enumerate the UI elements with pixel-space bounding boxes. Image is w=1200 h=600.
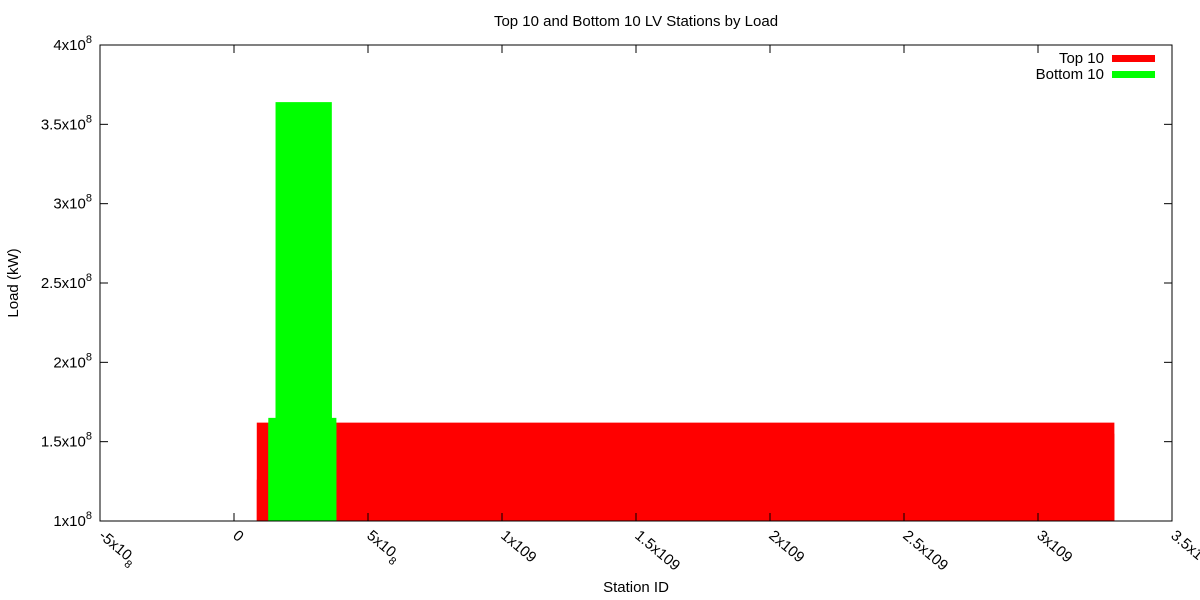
y-tick-label-2: 2x108 — [53, 351, 92, 371]
x-tick-label-1: 0 — [229, 527, 246, 545]
x-tick-label-6: 2.5x109 — [899, 527, 951, 574]
legend-swatch-0 — [1112, 55, 1155, 62]
bar-top-10-1 — [264, 433, 1115, 521]
x-tick-label-8: 3.5x1 — [1167, 527, 1200, 564]
legend-label-1: Bottom 10 — [1036, 66, 1104, 83]
y-tick-label-4: 3x108 — [53, 193, 92, 213]
x-axis-label: Station ID — [603, 579, 669, 596]
y-tick-label-0: 1x108 — [53, 510, 92, 530]
legend-swatch-1 — [1112, 71, 1155, 78]
y-tick-label-3: 2.5x108 — [41, 272, 92, 292]
x-tick-label-0: -5x108 — [93, 527, 140, 571]
legend-label-0: Top 10 — [1059, 50, 1104, 67]
ticks-layer — [99, 44, 1173, 522]
y-axis-label: Load (kW) — [5, 248, 22, 317]
x-tick-label-4: 1.5x109 — [631, 527, 683, 574]
x-tick-label-7: 3x109 — [1033, 527, 1075, 566]
bar-bottom-10-3 — [275, 102, 332, 522]
x-tick-label-2: 5x108 — [361, 527, 404, 568]
x-tick-label-5: 2x109 — [765, 527, 807, 566]
bar-top-10-2 — [256, 479, 265, 521]
y-tick-label-5: 3.5x108 — [41, 113, 92, 133]
y-tick-label-1: 1.5x108 — [41, 431, 92, 451]
x-tick-label-3: 1x109 — [497, 527, 539, 566]
y-tick-label-6: 4x108 — [53, 34, 92, 54]
bars-layer — [256, 102, 1115, 522]
chart-title: Top 10 and Bottom 10 LV Stations by Load — [494, 13, 778, 30]
